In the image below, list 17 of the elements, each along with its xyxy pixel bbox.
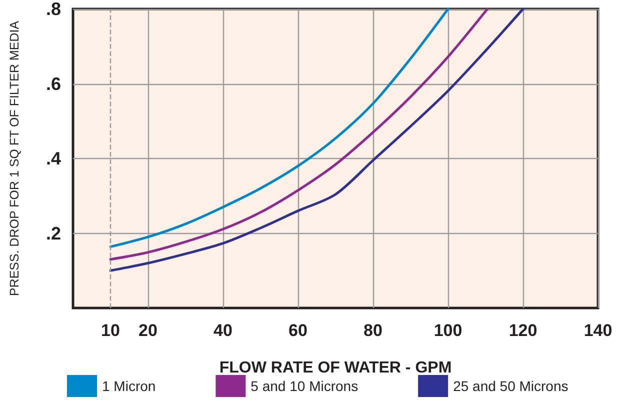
y-tick-label: .2	[46, 223, 61, 244]
y-axis-title: PRESS. DROP FOR 1 SQ FT OF FILTER MEDIA	[8, 20, 22, 296]
x-tick-label: 60	[288, 321, 308, 340]
x-tick-label: 100	[434, 321, 462, 340]
legend-label: 1 Micron	[102, 378, 156, 394]
x-tick-label: 10	[101, 321, 120, 340]
legend-label: 25 and 50 Microns	[453, 378, 568, 394]
y-tick-label: .8	[46, 0, 61, 19]
legend-label: 5 and 10 Microns	[250, 378, 358, 394]
x-tick-label: 80	[364, 321, 382, 340]
x-tick-label: 40	[214, 321, 232, 340]
x-tick-label: 120	[508, 321, 538, 340]
x-tick-label: 20	[138, 321, 158, 340]
y-tick-label: .4	[46, 148, 61, 168]
y-tick-label: .6	[46, 74, 61, 94]
x-axis-title: FLOW RATE OF WATER - GPM	[219, 360, 452, 376]
x-tick-label: 140	[584, 321, 612, 340]
